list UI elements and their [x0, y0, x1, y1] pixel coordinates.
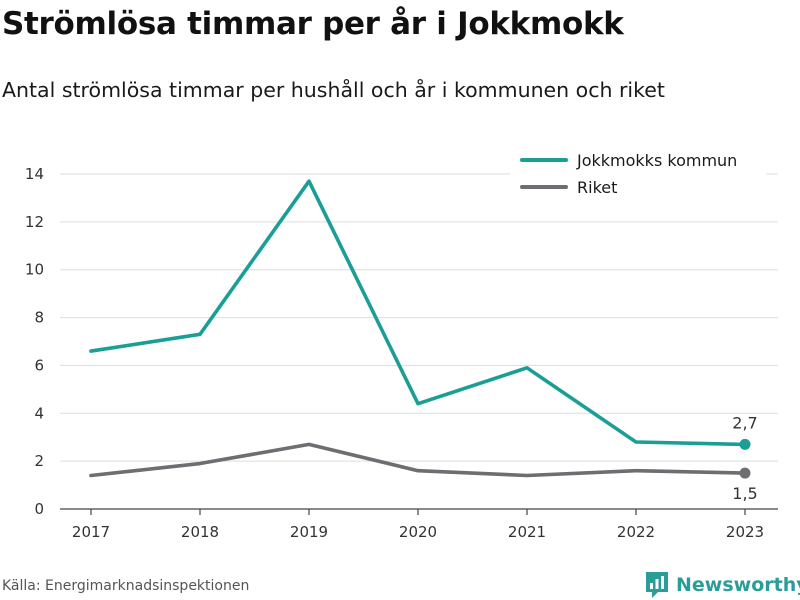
x-tick-label: 2023 — [726, 523, 764, 541]
legend-label: Jokkmokks kommun — [576, 151, 737, 170]
series-end-point — [739, 467, 751, 479]
legend-label: Riket — [577, 178, 617, 197]
y-tick-label: 0 — [34, 500, 44, 518]
source-note: Källa: Energimarknadsinspektionen — [2, 578, 250, 594]
x-tick-label: 2022 — [617, 523, 655, 541]
x-tick-label: 2020 — [399, 523, 437, 541]
y-tick-label: 8 — [34, 309, 44, 327]
y-tick-label: 10 — [25, 261, 44, 279]
series-end-point — [739, 438, 751, 450]
y-tick-label: 14 — [25, 165, 44, 183]
newsworthy-icon — [646, 572, 668, 598]
x-tick-label: 2017 — [72, 523, 110, 541]
y-tick-label: 6 — [34, 356, 44, 374]
series-line-riket — [89, 442, 747, 478]
y-tick-label: 2 — [34, 452, 44, 470]
end-value-label: 1,5 — [732, 484, 757, 503]
x-tick-label: 2021 — [508, 523, 546, 541]
y-tick-label: 12 — [25, 213, 44, 231]
x-tick-label: 2018 — [181, 523, 219, 541]
legend-box — [510, 146, 766, 202]
brand-logo: Newsworthy — [644, 570, 800, 600]
end-value-label: 2,7 — [732, 413, 757, 432]
chart-subtitle: Antal strömlösa timmar per hushåll och å… — [2, 78, 665, 102]
x-tick-label: 2019 — [290, 523, 328, 541]
chart-title: Strömlösa timmar per år i Jokkmokk — [2, 6, 624, 42]
series-line-kommun — [89, 179, 747, 447]
brand-name: Newsworthy — [676, 574, 800, 596]
y-tick-label: 4 — [34, 404, 44, 422]
